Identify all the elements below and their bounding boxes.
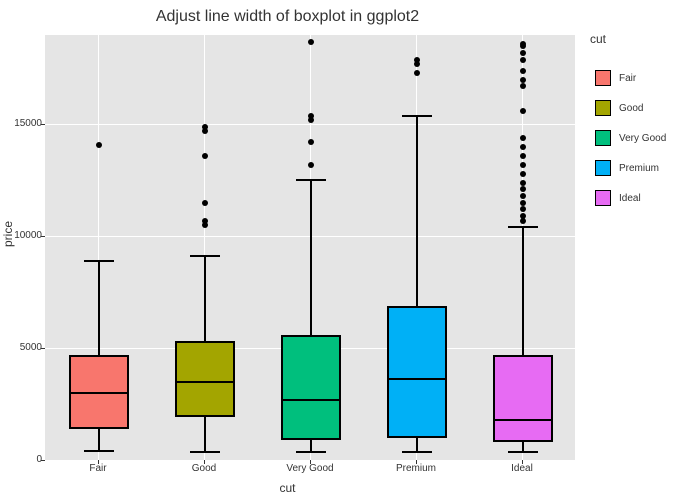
whisker-cap-bottom — [84, 450, 114, 452]
legend-label: Ideal — [619, 193, 641, 204]
legend-item-ideal: Ideal — [595, 190, 641, 206]
whisker-cap-top — [296, 179, 326, 181]
legend-item-premium: Premium — [595, 160, 659, 176]
outlier — [520, 144, 526, 150]
y-tick-mark — [41, 236, 45, 237]
whisker-cap-top — [190, 255, 220, 257]
outlier — [308, 39, 314, 45]
outlier — [520, 50, 526, 56]
outlier — [520, 200, 526, 206]
x-tick-label: Premium — [363, 463, 469, 474]
legend-swatch — [595, 70, 611, 86]
legend-item-fair: Fair — [595, 70, 636, 86]
x-tick-label: Ideal — [469, 463, 575, 474]
whisker-cap-bottom — [402, 451, 432, 453]
y-tick-mark — [41, 460, 45, 461]
y-tick-mark — [41, 124, 45, 125]
y-tick-label: 10000 — [2, 230, 42, 241]
box — [493, 355, 553, 442]
legend-item-good: Good — [595, 100, 643, 116]
outlier — [520, 171, 526, 177]
x-tick-mark — [310, 460, 311, 464]
x-tick-mark — [416, 460, 417, 464]
whisker-cap-bottom — [190, 451, 220, 453]
boxplot-very-good — [310, 35, 311, 460]
x-tick-mark — [98, 460, 99, 464]
plot-area — [45, 35, 575, 460]
outlier — [520, 213, 526, 219]
boxplot-ideal — [522, 35, 523, 460]
outlier — [202, 218, 208, 224]
outlier — [308, 162, 314, 168]
outlier — [414, 57, 420, 63]
whisker-cap-top — [84, 260, 114, 262]
y-tick-label: 15000 — [2, 118, 42, 129]
outlier — [520, 68, 526, 74]
boxplot-fair — [98, 35, 99, 460]
median-line — [281, 399, 341, 401]
outlier — [520, 186, 526, 192]
median-line — [175, 381, 235, 383]
legend-swatch — [595, 190, 611, 206]
box — [175, 341, 235, 417]
box — [281, 335, 341, 440]
y-tick-label: 5000 — [2, 342, 42, 353]
outlier — [520, 162, 526, 168]
legend-label: Fair — [619, 73, 636, 84]
outlier — [202, 124, 208, 130]
outlier — [520, 108, 526, 114]
y-tick-mark — [41, 348, 45, 349]
outlier — [520, 77, 526, 83]
boxplot-good — [204, 35, 205, 460]
outlier — [520, 83, 526, 89]
outlier — [520, 135, 526, 141]
outlier — [308, 113, 314, 119]
outlier — [520, 193, 526, 199]
outlier — [202, 153, 208, 159]
x-tick-label: Fair — [45, 463, 151, 474]
legend-swatch — [595, 160, 611, 176]
legend-swatch — [595, 100, 611, 116]
boxplot-premium — [416, 35, 417, 460]
chart-title: Adjust line width of boxplot in ggplot2 — [0, 8, 575, 26]
median-line — [493, 419, 553, 421]
legend-swatch — [595, 130, 611, 146]
whisker-cap-bottom — [508, 451, 538, 453]
outlier — [414, 70, 420, 76]
legend-label: Good — [619, 103, 643, 114]
legend-title: cut — [590, 32, 606, 46]
x-tick-mark — [204, 460, 205, 464]
outlier — [202, 200, 208, 206]
median-line — [69, 392, 129, 394]
outlier — [520, 206, 526, 212]
legend-label: Very Good — [619, 133, 666, 144]
outlier — [308, 139, 314, 145]
x-tick-label: Good — [151, 463, 257, 474]
legend-label: Premium — [619, 163, 659, 174]
median-line — [387, 378, 447, 380]
outlier — [520, 41, 526, 47]
legend-item-very-good: Very Good — [595, 130, 666, 146]
whisker-cap-bottom — [296, 451, 326, 453]
outlier — [520, 153, 526, 159]
x-tick-label: Very Good — [257, 463, 363, 474]
outlier — [96, 142, 102, 148]
box — [387, 306, 447, 438]
whisker-cap-top — [402, 115, 432, 117]
whisker-cap-top — [508, 226, 538, 228]
y-tick-label: 0 — [2, 454, 42, 465]
outlier — [520, 180, 526, 186]
x-axis-label: cut — [0, 481, 575, 495]
x-tick-mark — [522, 460, 523, 464]
outlier — [520, 57, 526, 63]
